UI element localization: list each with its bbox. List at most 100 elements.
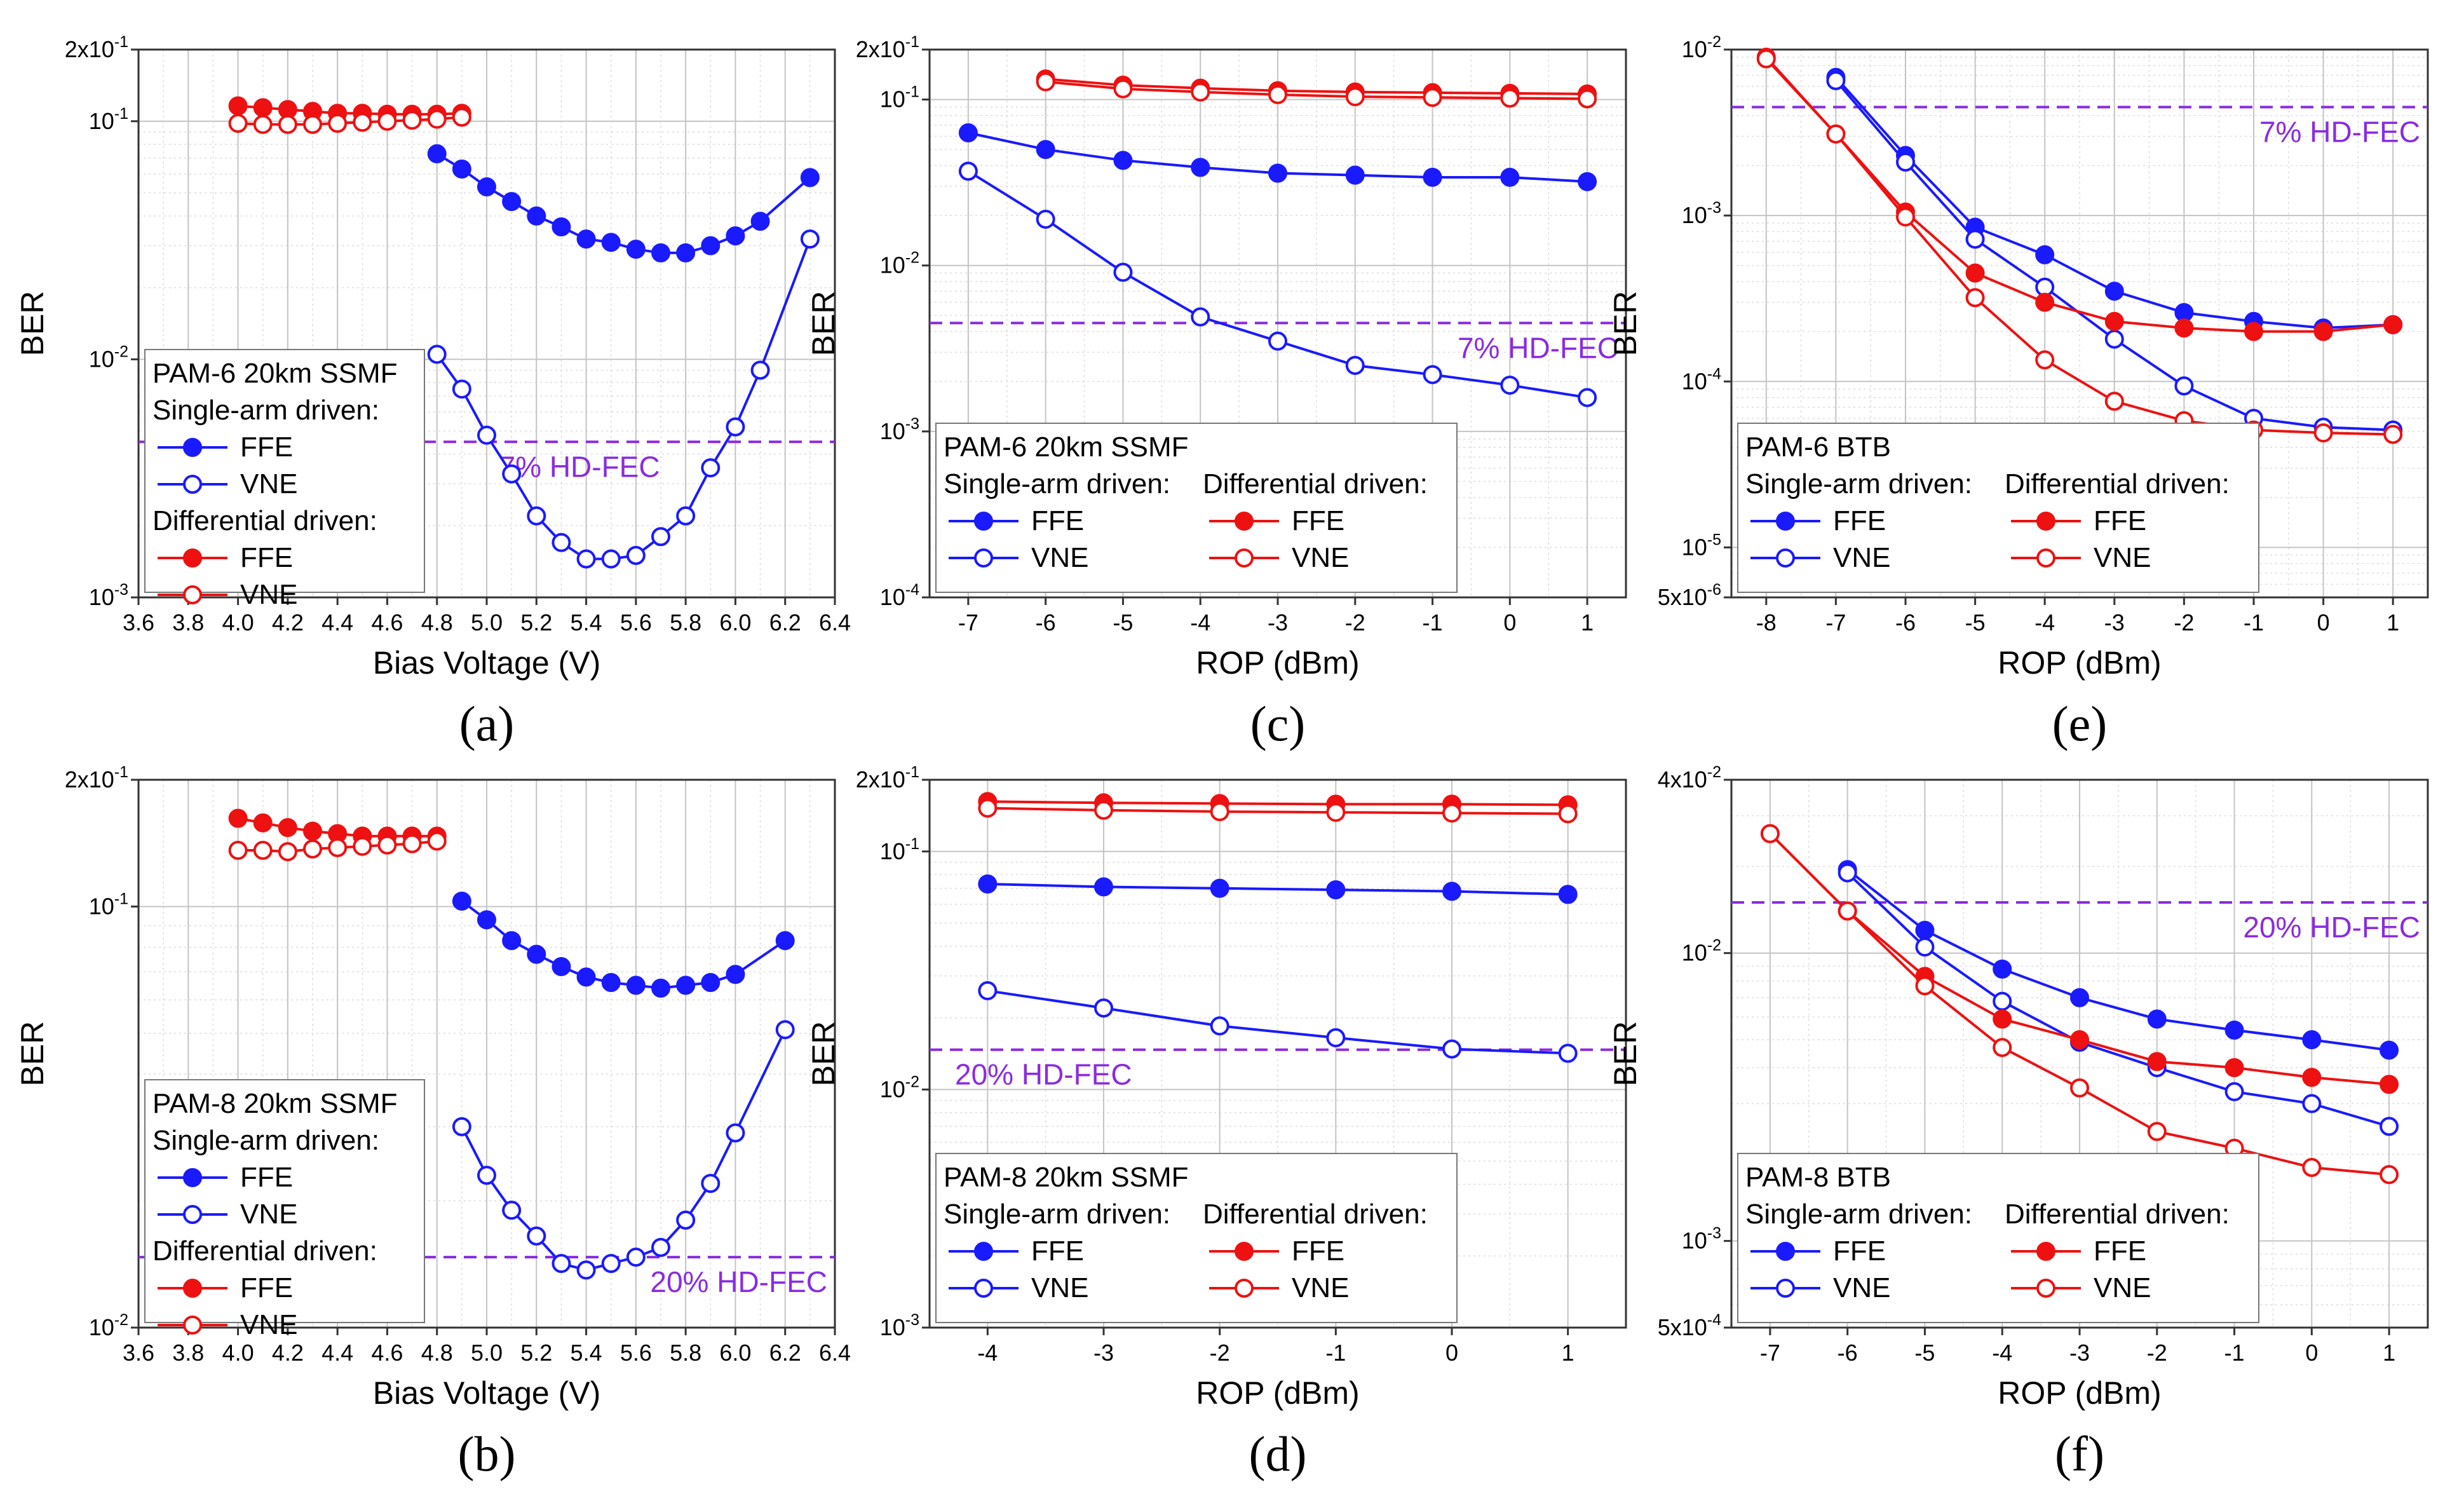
data-point — [1326, 803, 1346, 822]
y-axis-title: BER — [15, 1021, 50, 1087]
data-point — [1558, 804, 1578, 824]
fec-label: 7% HD-FEC — [499, 450, 660, 483]
data-point — [626, 976, 646, 995]
data-point — [278, 114, 297, 134]
plot-frame — [928, 779, 1627, 1329]
legend-swatch-marker — [183, 1168, 202, 1187]
legend-swatch-marker — [1776, 512, 1795, 531]
legend: PAM-6 20km SSMF Single-arm driven: Differe… — [935, 423, 1458, 593]
y-tick-label: 2x10-1 — [856, 763, 919, 792]
x-tick-label: 3.8 — [172, 609, 204, 636]
x-tick-label: 4.6 — [371, 1340, 403, 1366]
data-point — [800, 229, 820, 249]
x-tick-label: 0 — [2305, 1340, 2318, 1366]
legend-group-label: Single-arm driven: — [944, 1199, 1170, 1230]
data-point — [2224, 1082, 2244, 1101]
y-tick-label: 10-3 — [89, 581, 128, 610]
data-point — [278, 842, 297, 862]
x-tick-label: -5 — [1914, 1340, 1935, 1366]
y-axis: 5x10-4 10-3 10-2 4x10-2 — [1658, 763, 1731, 1340]
panel-c: -7 -6 -5 -4 -3 -2 -1 0 1 10-4 10-3 10-2 10-1 2x10-1 RO… — [806, 33, 1627, 751]
legend-entry-label: FFE — [240, 1162, 293, 1193]
y-tick-label: 10-2 — [89, 343, 128, 372]
data-point — [477, 1166, 496, 1185]
x-tick-label: -4 — [977, 1340, 998, 1366]
x-tick-label: -4 — [1992, 1340, 2012, 1366]
x-tick-label: 5.4 — [571, 1340, 602, 1366]
data-point — [626, 240, 646, 259]
plot-frame — [1730, 48, 2429, 599]
data-point — [626, 1248, 646, 1267]
data-point — [1094, 998, 1113, 1018]
y-axis: 10-4 10-3 10-2 10-1 2x10-1 — [856, 33, 930, 610]
legend-swatch-marker — [2036, 512, 2055, 531]
legend-entry-label: VNE — [1031, 1272, 1088, 1303]
legend-group-label: Differential driven: — [152, 1235, 377, 1267]
data-point — [502, 1200, 522, 1220]
panel-label: (d) — [1249, 1426, 1307, 1481]
data-point — [502, 464, 522, 484]
series-line — [436, 238, 811, 561]
legend: PAM-6 BTB Single-arm driven: Differential … — [1737, 423, 2259, 593]
x-tick-label: 3.6 — [123, 609, 154, 636]
x-tick-label: 1 — [2386, 609, 2399, 636]
series-single-vne — [427, 229, 820, 569]
data-point — [1036, 209, 1055, 229]
x-tick-label: 5.8 — [670, 1340, 701, 1366]
data-point — [2035, 245, 2055, 264]
series-differential-vne — [1036, 72, 1597, 109]
y-tick-label: 2x10-1 — [65, 33, 128, 62]
data-point — [427, 144, 447, 163]
legend-group-label: Single-arm driven: — [152, 1125, 379, 1156]
data-point — [2302, 1158, 2322, 1178]
data-point — [1442, 803, 1461, 823]
y-tick-label: 10-3 — [880, 1311, 919, 1340]
x-tick-label: 5.0 — [471, 609, 503, 636]
x-tick-label: 0 — [1445, 1340, 1458, 1366]
fec-label: 7% HD-FEC — [2259, 116, 2420, 149]
x-axis: -4 -3 -2 -1 0 1 — [977, 1328, 1574, 1366]
data-point — [726, 965, 745, 984]
y-tick-label: 10-2 — [1682, 937, 1721, 966]
data-point — [1268, 163, 1287, 183]
data-point — [1423, 88, 1442, 107]
data-point — [676, 243, 696, 262]
data-point — [1760, 824, 1780, 843]
data-point — [2379, 1165, 2399, 1185]
legend-swatch-marker — [183, 475, 202, 494]
data-point — [726, 1123, 745, 1143]
fec-label: 20% HD-FEC — [650, 1265, 827, 1298]
data-point — [1993, 959, 2012, 979]
y-tick-label: 10-1 — [880, 83, 919, 112]
x-tick-label: 6.2 — [769, 1340, 801, 1366]
legend-swatch-marker — [183, 1316, 202, 1335]
data-point — [1442, 1039, 1461, 1059]
legend-title: PAM-8 20km SSMF — [152, 1088, 397, 1119]
data-point — [701, 1174, 721, 1194]
series-single-ffe — [452, 891, 795, 998]
legend-entry-label: FFE — [1833, 505, 1886, 536]
x-tick-label: 5.6 — [620, 1340, 652, 1366]
data-point — [750, 212, 770, 231]
data-point — [626, 546, 646, 566]
data-point — [2104, 391, 2124, 411]
x-tick-label: 4.0 — [222, 609, 254, 636]
y-tick-label: 10-2 — [1682, 33, 1721, 62]
data-point — [576, 1260, 596, 1280]
data-point — [2383, 425, 2403, 444]
data-point — [427, 109, 447, 129]
data-point — [452, 107, 471, 127]
data-point — [676, 1210, 696, 1230]
legend-swatch-marker — [1776, 1242, 1795, 1261]
data-point — [552, 1254, 571, 1274]
data-point — [1500, 88, 1520, 108]
series-line — [1846, 871, 2390, 1128]
panel-b: 3.6 3.8 4.0 4.2 4.4 4.6 4.8 5.0 5.2 5.4 5.6 5.8 6.0 6… — [15, 763, 851, 1481]
legend-swatch-marker — [974, 1242, 993, 1261]
x-tick-label: 0 — [1503, 609, 1516, 636]
data-point — [2244, 322, 2263, 341]
x-tick-label: -2 — [1210, 1340, 1230, 1366]
data-point — [2070, 1078, 2089, 1098]
x-axis-title: Bias Voltage (V) — [373, 1375, 601, 1411]
x-tick-label: 4.6 — [371, 609, 403, 636]
